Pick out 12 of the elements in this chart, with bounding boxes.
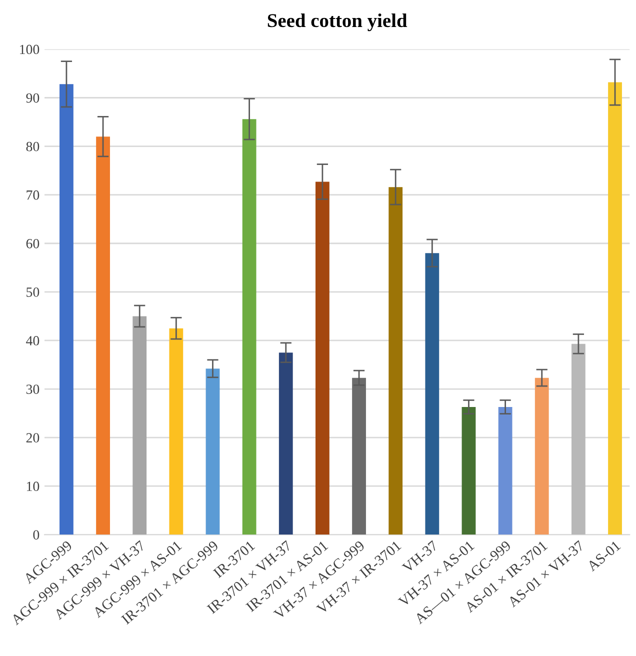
y-tick-label: 60 [26, 238, 40, 248]
y-tick-label: 30 [26, 384, 40, 394]
y-tick-label: 20 [26, 433, 40, 443]
y-tick-label: 40 [26, 336, 40, 346]
y-tick-label: 80 [26, 142, 40, 152]
y-tick-label: 50 [26, 288, 40, 297]
y-tick-label: 90 [26, 93, 40, 103]
y-tick-label: 10 [26, 482, 40, 492]
y-tick-label: 0 [33, 530, 40, 540]
y-tick-label: 70 [26, 190, 40, 200]
chart-title: Seed cotton yield [268, 13, 408, 32]
y-tick-label: 100 [20, 44, 40, 54]
